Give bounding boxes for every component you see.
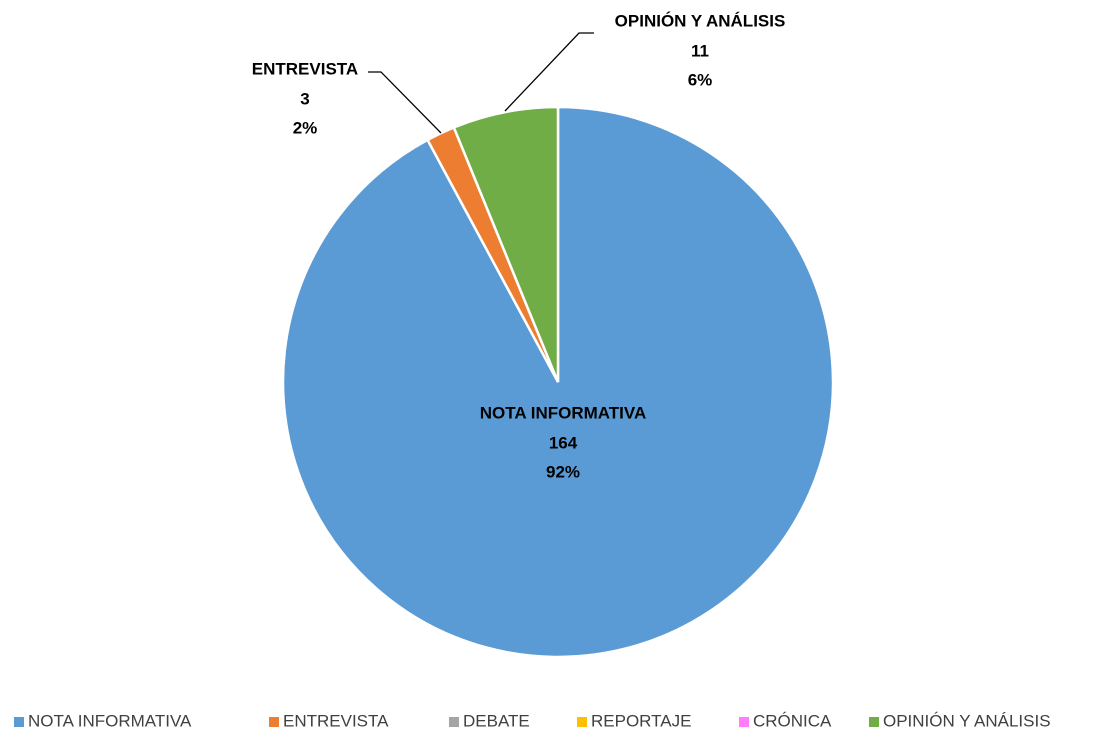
- data-label: 2%: [293, 118, 318, 137]
- leader-line: [368, 71, 442, 134]
- data-label: 6%: [688, 70, 713, 89]
- legend-swatch: [14, 717, 24, 727]
- legend-swatch: [739, 717, 749, 727]
- data-label: 3: [300, 89, 309, 108]
- pie: [281, 105, 835, 659]
- data-label: 92%: [546, 462, 580, 481]
- leader-line: [504, 32, 594, 112]
- data-label: 164: [549, 433, 578, 452]
- data-label: OPINIÓN Y ANÁLISIS: [615, 11, 786, 30]
- data-label: NOTA INFORMATIVA: [480, 403, 647, 422]
- legend-swatch: [869, 717, 879, 727]
- legend-label: NOTA INFORMATIVA: [28, 711, 192, 730]
- data-label: ENTREVISTA: [252, 59, 358, 78]
- legend-label: DEBATE: [463, 711, 530, 730]
- legend-label: CRÓNICA: [753, 711, 832, 730]
- legend-swatch: [577, 717, 587, 727]
- legend-label: REPORTAJE: [591, 711, 691, 730]
- legend-label: ENTREVISTA: [283, 711, 389, 730]
- legend-swatch: [269, 717, 279, 727]
- data-label: 11: [691, 41, 709, 60]
- pie-slice: [452, 105, 560, 383]
- legend-swatch: [449, 717, 459, 727]
- legend-label: OPINIÓN Y ANÁLISIS: [883, 711, 1051, 730]
